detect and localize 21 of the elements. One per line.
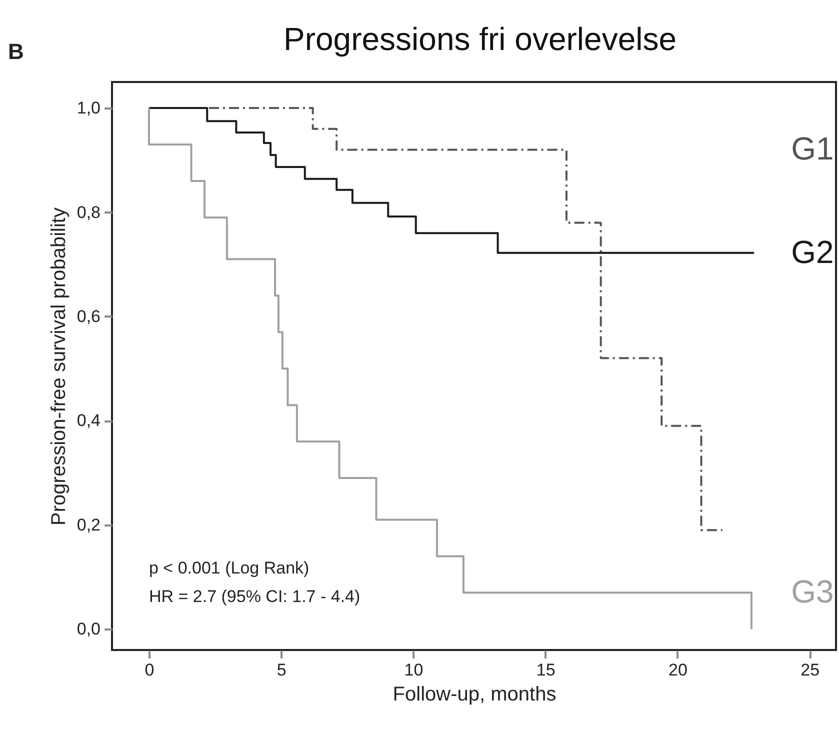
y-tick-label: 0,4 bbox=[76, 411, 100, 430]
x-tick-label: 5 bbox=[276, 660, 286, 680]
series-label: G2 bbox=[791, 234, 834, 270]
annotation: p < 0.001 (Log Rank) bbox=[148, 558, 310, 578]
x-tick-label: 25 bbox=[800, 660, 820, 680]
y-tick-label: 0,6 bbox=[76, 306, 100, 326]
x-tick-label: 0 bbox=[144, 660, 154, 680]
x-tick-label: 20 bbox=[668, 660, 688, 680]
x-tick-label: 10 bbox=[404, 660, 424, 680]
y-tick-label: 1,0 bbox=[76, 98, 100, 118]
y-axis-title: Progression-free survival probability bbox=[48, 208, 70, 526]
text: G1 bbox=[791, 130, 834, 167]
y-tick-label: 0,2 bbox=[76, 515, 100, 534]
y-tick-label: 0,8 bbox=[76, 202, 100, 222]
series-label: G3 bbox=[791, 574, 834, 610]
annotation: HR = 2.7 (95% CI: 1.7 - 4.4) bbox=[148, 586, 360, 606]
x-axis-title: Follow-up, months bbox=[392, 684, 556, 706]
text: B bbox=[8, 39, 24, 64]
x-tick-label: 15 bbox=[536, 660, 556, 680]
y-tick-label: 0,0 bbox=[76, 620, 100, 639]
chart-title: Progressions fri overlevelse bbox=[283, 21, 677, 57]
